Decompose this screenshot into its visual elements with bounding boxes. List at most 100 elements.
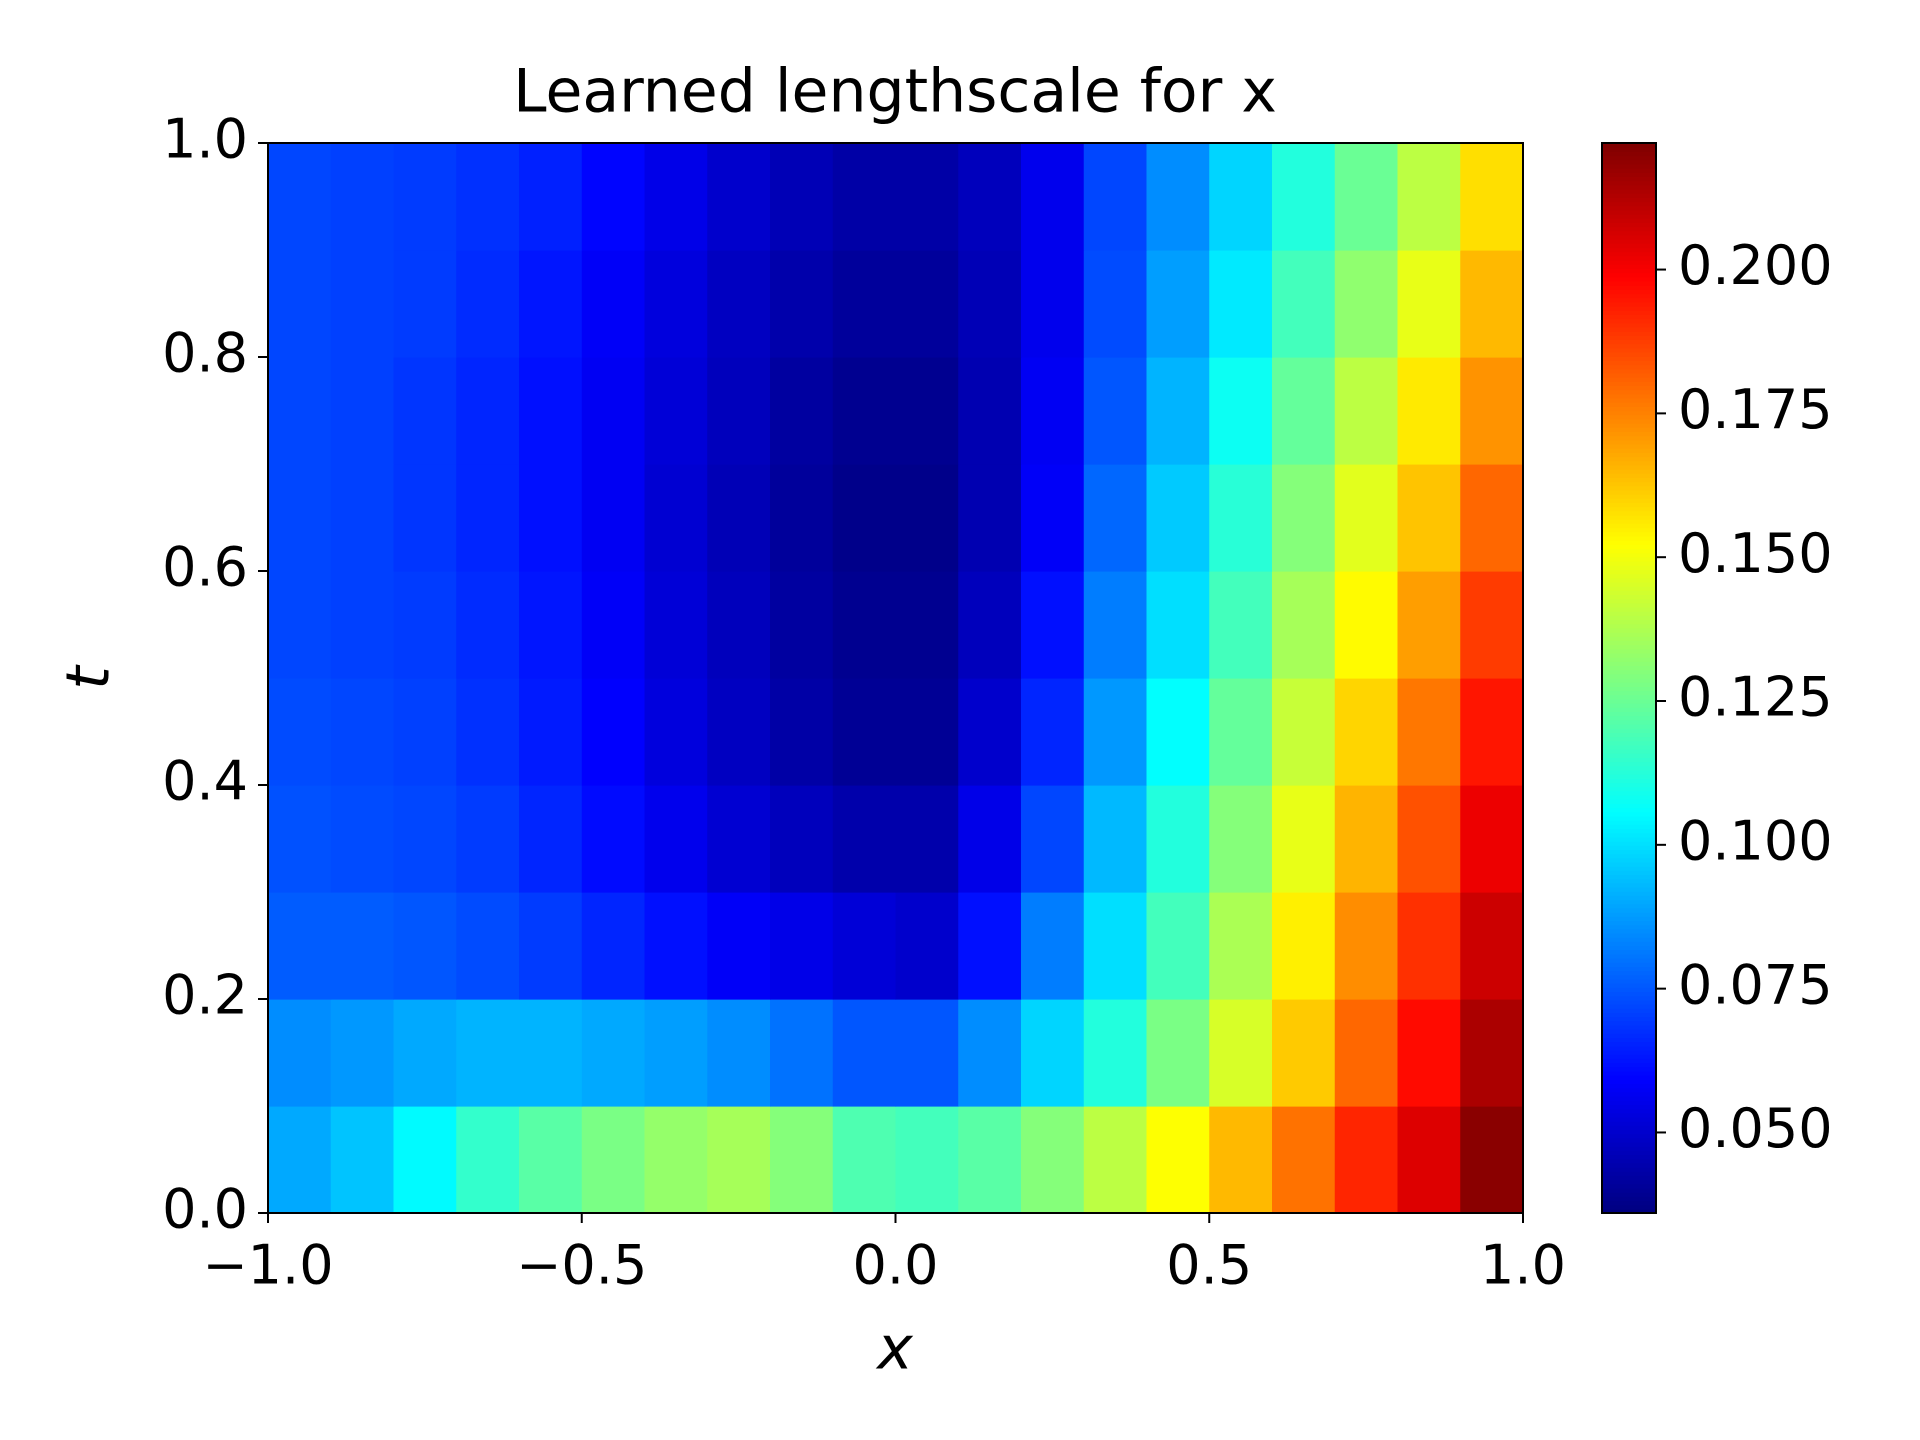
colorbar-gradient	[1602, 1208, 1656, 1214]
colorbar-gradient	[1602, 899, 1656, 905]
colorbar-gradient	[1602, 514, 1656, 520]
colorbar-gradient	[1602, 473, 1656, 478]
colorbar-gradient	[1602, 443, 1656, 449]
colorbar-gradient	[1602, 531, 1656, 537]
heatmap-cell	[770, 678, 834, 786]
colorbar-gradient	[1602, 1104, 1656, 1110]
heatmap-cell	[1083, 678, 1148, 786]
colorbar-gradient	[1602, 778, 1656, 784]
heatmap-cell	[1460, 143, 1524, 251]
colorbar-gradient	[1602, 1146, 1656, 1151]
heatmap-cell	[958, 571, 1022, 679]
colorbar-gradient	[1602, 331, 1656, 336]
colorbar-gradient	[1602, 769, 1656, 775]
heatmap-cell	[393, 999, 457, 1107]
colorbar-gradient	[1602, 360, 1656, 366]
heatmap-cell	[958, 357, 1022, 465]
heatmap-cell	[268, 250, 332, 358]
colorbar-gradient	[1602, 937, 1656, 942]
colorbar-gradient	[1602, 878, 1656, 884]
colorbar-gradient	[1602, 602, 1656, 608]
colorbar-gradient	[1602, 381, 1656, 387]
colorbar-gradient	[1602, 1196, 1656, 1202]
heatmap-cell	[832, 1106, 897, 1214]
heatmap-cell	[958, 1106, 1022, 1214]
heatmap-cell	[707, 1106, 771, 1214]
colorbar-gradient	[1602, 523, 1656, 529]
colorbar-gradient	[1602, 907, 1656, 913]
colorbar-gradient	[1602, 406, 1656, 412]
heatmap-cell	[832, 678, 897, 786]
colorbar-gradient	[1602, 1108, 1656, 1114]
colorbar-gradient	[1602, 924, 1656, 930]
colorbar-gradient	[1602, 828, 1656, 834]
colorbar-gradient	[1602, 310, 1656, 315]
heatmap-cell	[456, 1106, 520, 1214]
heatmap-cell	[895, 785, 959, 893]
colorbar-gradient	[1602, 155, 1656, 161]
colorbar-gradient	[1602, 377, 1656, 382]
heatmap-cell	[770, 999, 834, 1107]
colorbar-gradient	[1602, 176, 1656, 182]
colorbar-gradient	[1602, 306, 1656, 311]
heatmap-cell	[895, 143, 959, 251]
heatmap-cell	[268, 1106, 332, 1214]
heatmap-cell	[581, 571, 646, 679]
colorbar-gradient	[1602, 326, 1656, 332]
colorbar-gradient	[1602, 494, 1656, 499]
colorbar-gradient	[1602, 983, 1656, 988]
colorbar-gradient	[1602, 652, 1656, 658]
colorbar-gradient	[1602, 820, 1656, 825]
heatmap-cell	[707, 464, 771, 572]
heatmap-cell	[1209, 571, 1273, 679]
colorbar-gradient	[1602, 143, 1656, 148]
heatmap-cell	[1146, 571, 1210, 679]
heatmap-cell	[519, 143, 583, 251]
heatmap-cell	[958, 464, 1022, 572]
colorbar-gradient	[1602, 857, 1656, 863]
colorbar-gradient	[1602, 535, 1656, 541]
heatmap-cell	[268, 143, 332, 251]
heatmap-cell	[581, 250, 646, 358]
heatmap-cell	[1083, 1106, 1148, 1214]
colorbar-gradient	[1602, 260, 1656, 265]
heatmap-cell	[393, 143, 457, 251]
colorbar-gradient	[1602, 477, 1656, 483]
heatmap-cell	[1083, 143, 1148, 251]
heatmap-cell	[1397, 1106, 1461, 1214]
heatmap-cell	[1397, 571, 1461, 679]
colorbar-gradient	[1602, 728, 1656, 733]
colorbar-gradient	[1602, 1041, 1656, 1047]
heatmap-cell	[1209, 464, 1273, 572]
colorbar-gradient	[1602, 1070, 1656, 1076]
heatmap-cell	[330, 250, 395, 358]
colorbar-gradient	[1602, 627, 1656, 633]
colorbar-gradient	[1602, 498, 1656, 504]
colorbar-gradient	[1602, 1083, 1656, 1089]
heatmap-cell	[393, 1106, 457, 1214]
heatmap-cell	[1021, 999, 1085, 1107]
heatmap-cell	[1334, 678, 1399, 786]
y-tick-label: 0.0	[162, 1178, 248, 1241]
heatmap-cell	[1021, 571, 1085, 679]
colorbar-gradient	[1602, 527, 1656, 533]
colorbar-tick-label: 0.125	[1678, 666, 1833, 729]
colorbar-gradient	[1602, 895, 1656, 901]
heatmap-cell	[1146, 999, 1210, 1107]
colorbar-gradient	[1602, 761, 1656, 767]
colorbar-gradient	[1602, 723, 1656, 729]
colorbar-gradient	[1602, 573, 1656, 579]
colorbar-gradient	[1602, 732, 1656, 738]
colorbar-gradient	[1602, 506, 1656, 512]
colorbar-gradient	[1602, 1033, 1656, 1039]
colorbar-gradient	[1602, 644, 1656, 650]
colorbar-gradient	[1602, 301, 1656, 307]
colorbar-gradient	[1602, 247, 1656, 253]
colorbar-gradient	[1602, 1167, 1656, 1172]
heatmap-cell	[456, 892, 520, 1000]
colorbar-tick-label: 0.200	[1678, 234, 1833, 297]
colorbar-gradient	[1602, 372, 1656, 378]
colorbar-gradient	[1602, 439, 1656, 445]
colorbar-gradient	[1602, 824, 1656, 830]
heatmap-cell	[1021, 1106, 1085, 1214]
